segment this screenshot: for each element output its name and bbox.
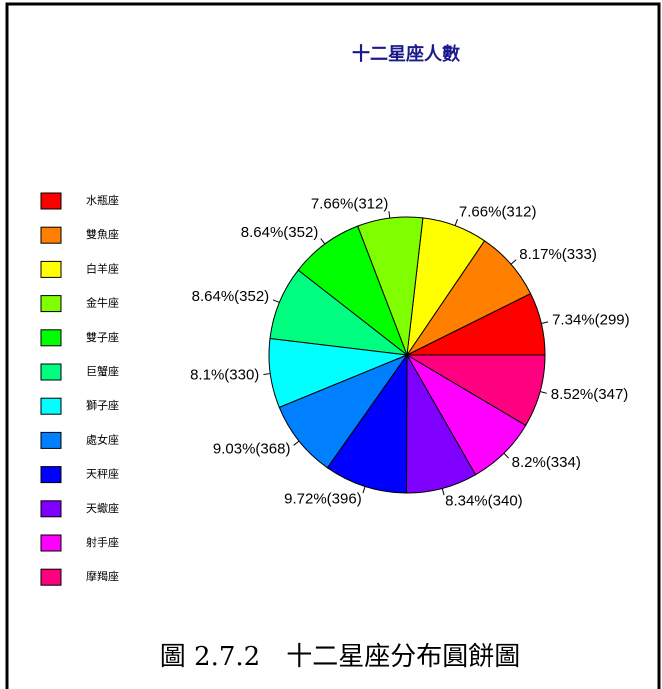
- slice-label: 8.1%(330): [190, 366, 259, 383]
- slice-label: 7.66%(312): [459, 204, 537, 221]
- pie-slice: [326, 353, 408, 494]
- slice-label: 7.34%(299): [552, 311, 630, 328]
- label-tick: [293, 440, 300, 446]
- legend-label: 處女座: [86, 432, 119, 446]
- legend-label: 摩羯座: [86, 569, 119, 583]
- slice-label: 8.64%(352): [192, 288, 270, 305]
- slice-label: 8.2%(334): [512, 454, 581, 471]
- legend-label: 雙魚座: [86, 227, 119, 241]
- legend-label: 獅子座: [86, 398, 119, 412]
- legend-swatch: [40, 466, 62, 484]
- legend-swatch: [40, 226, 62, 244]
- frame: [5, 2, 661, 689]
- slice-label: 7.66%(312): [311, 195, 389, 212]
- label-tick: [503, 452, 510, 459]
- legend-label: 金牛座: [86, 296, 119, 310]
- legend-label: 巨蟹座: [86, 364, 119, 378]
- label-tick: [541, 321, 549, 324]
- slice-label: 8.17%(333): [519, 246, 597, 263]
- slice-label: 8.64%(352): [241, 224, 319, 241]
- slice-label: 9.03%(368): [213, 441, 291, 458]
- legend-swatch: [40, 295, 62, 313]
- label-tick: [272, 299, 280, 303]
- label-tick: [388, 211, 391, 219]
- legend-label: 天蠍座: [86, 501, 119, 515]
- legend-swatch: [40, 534, 62, 552]
- label-tick: [510, 259, 517, 265]
- label-tick: [454, 219, 458, 226]
- legend-label: 雙子座: [86, 330, 119, 344]
- label-tick: [263, 373, 271, 375]
- legend-swatch: [40, 568, 62, 586]
- legend-swatch: [40, 500, 62, 518]
- legend-swatch: [40, 260, 62, 278]
- legend-swatch: [40, 431, 62, 449]
- legend-label: 射手座: [86, 535, 119, 549]
- legend-swatch: [40, 363, 62, 381]
- label-tick: [539, 390, 547, 394]
- slice-label: 9.72%(396): [284, 491, 362, 508]
- label-tick: [362, 486, 366, 494]
- legend-swatch: [40, 329, 62, 347]
- legend-label: 天秤座: [86, 467, 119, 481]
- legend-swatch: [40, 192, 62, 210]
- legend-swatch: [40, 397, 62, 415]
- chart-title: 十二星座人數: [352, 43, 460, 65]
- label-tick: [441, 488, 445, 496]
- legend-label: 白羊座: [86, 261, 119, 275]
- slice-label: 8.52%(347): [551, 386, 629, 403]
- slice-label: 8.34%(340): [445, 493, 523, 510]
- label-tick: [320, 238, 326, 245]
- legend-label: 水瓶座: [86, 193, 119, 207]
- caption: 圖 2.7.2 十二星座分布圓餅圖: [160, 642, 520, 672]
